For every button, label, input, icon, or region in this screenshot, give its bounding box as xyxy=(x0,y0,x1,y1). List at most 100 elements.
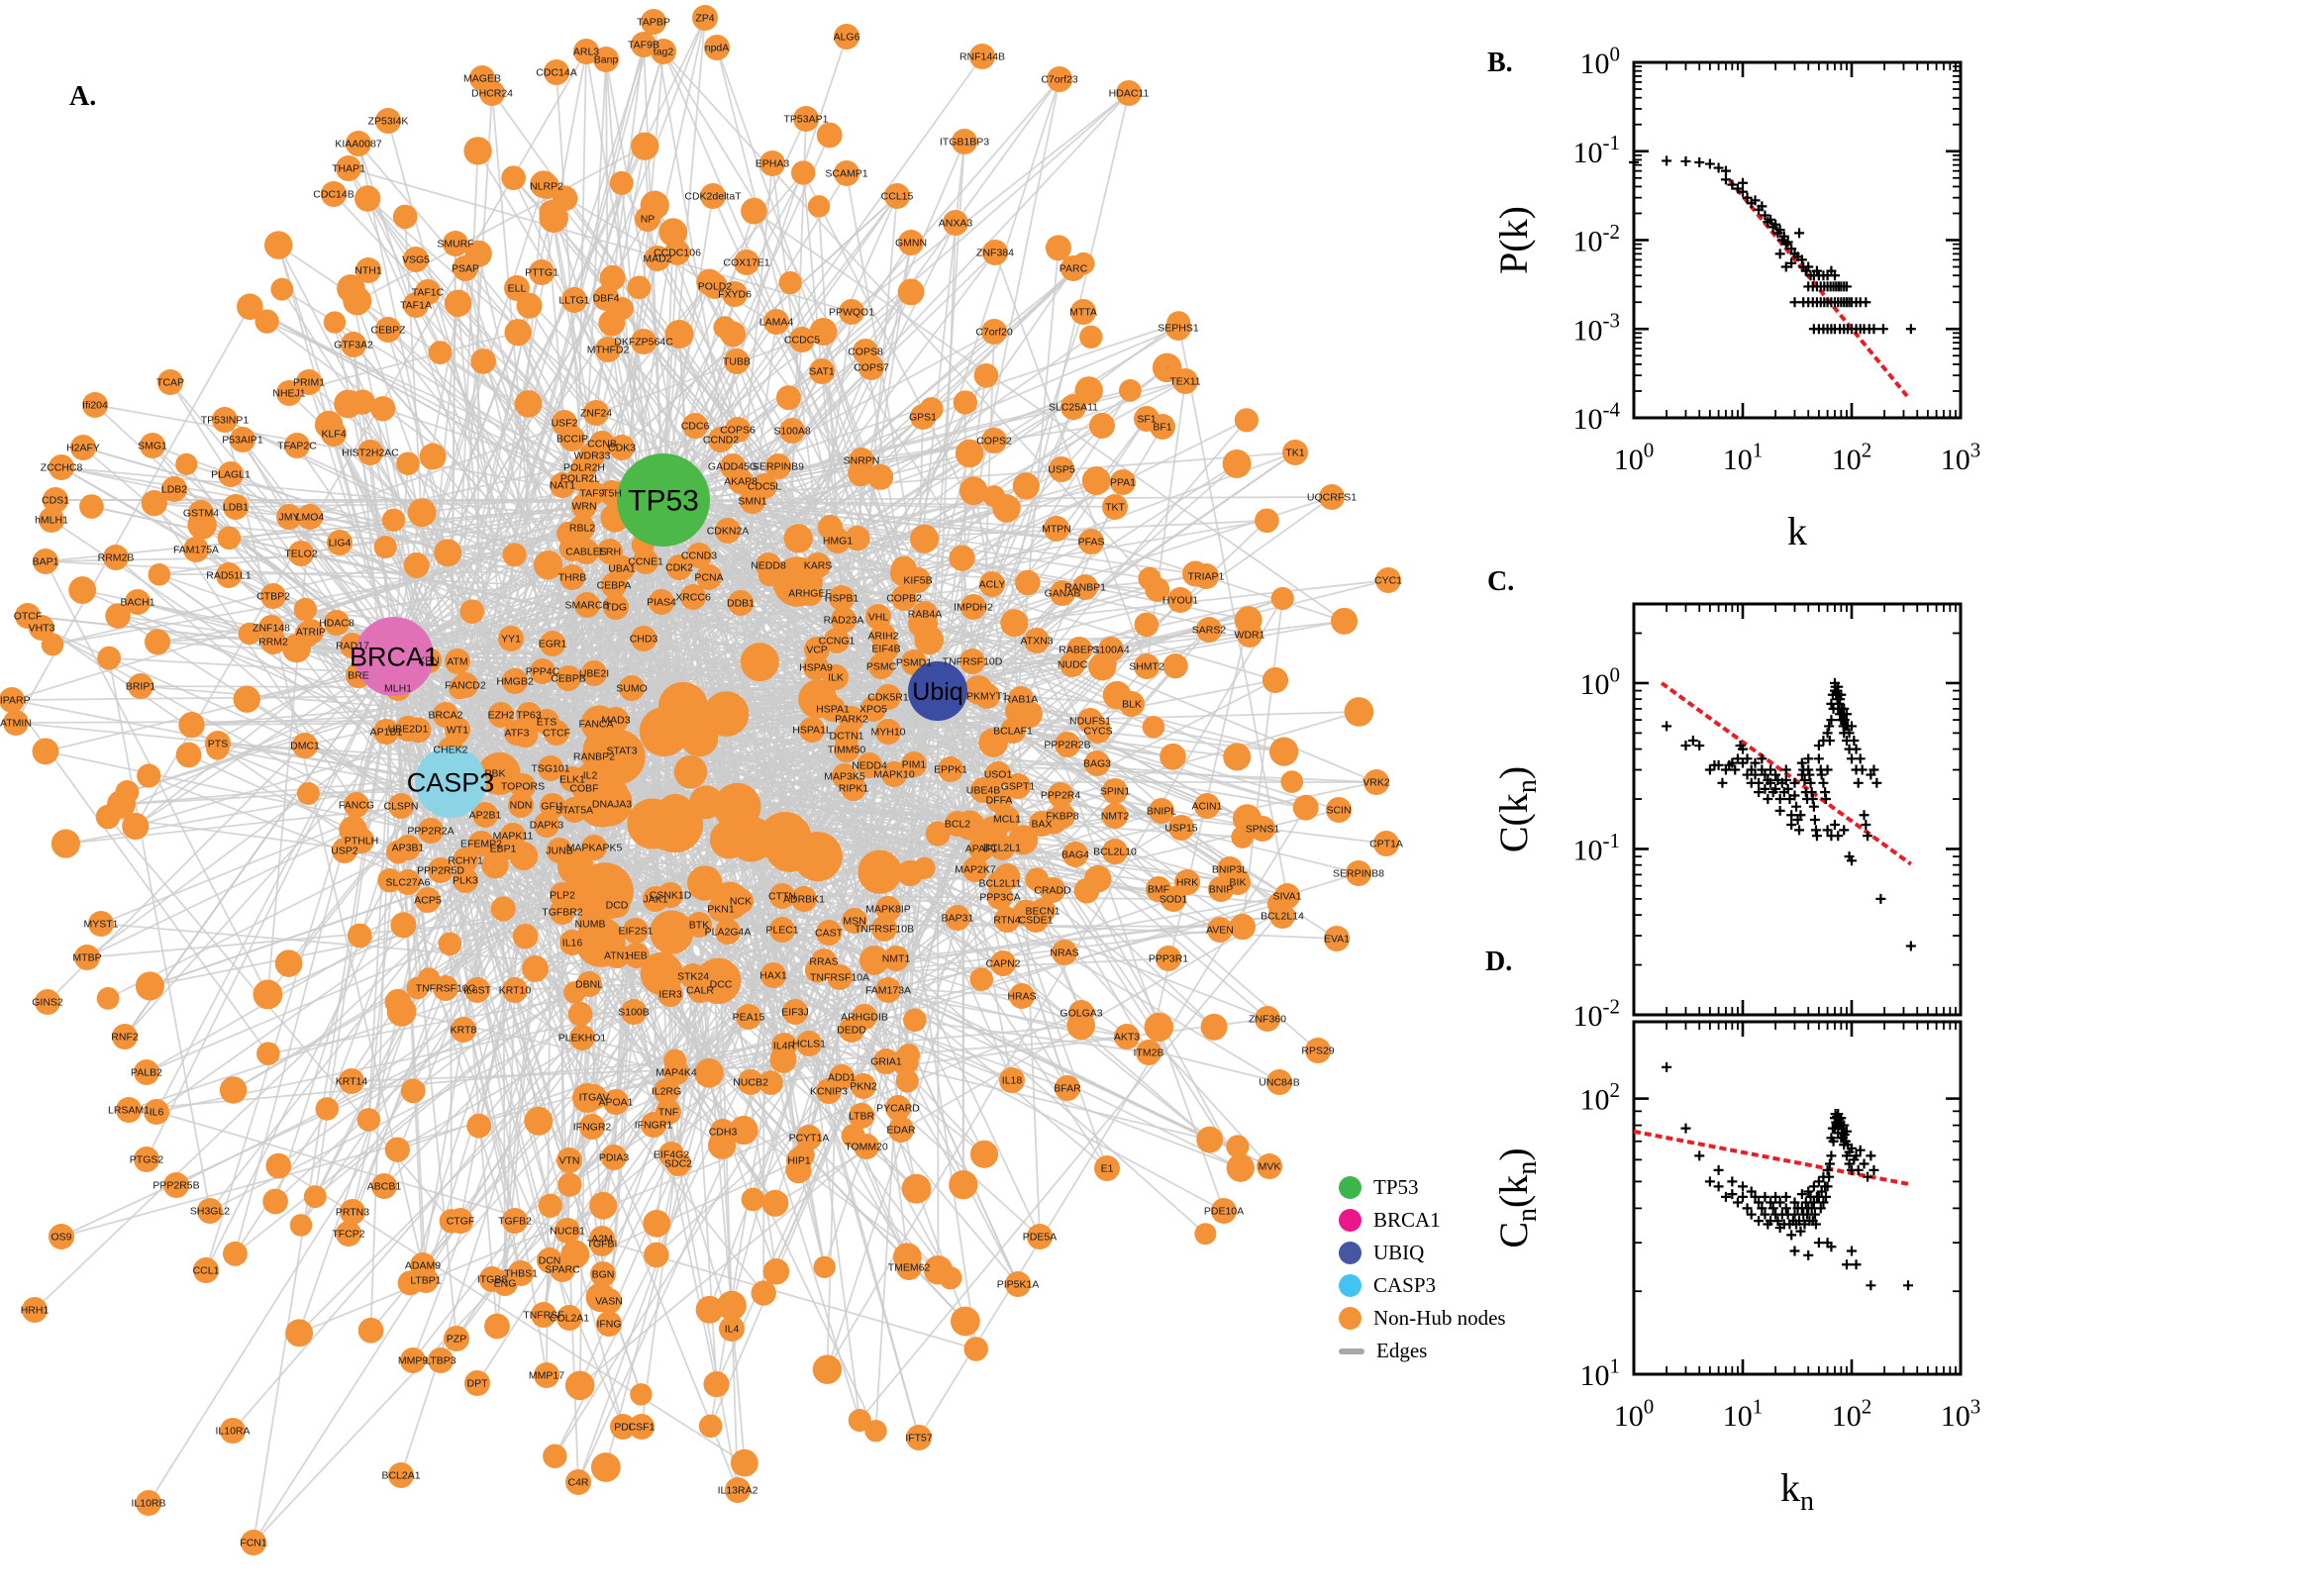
network-node xyxy=(112,1024,138,1049)
network-node xyxy=(403,292,429,318)
network-node xyxy=(740,488,765,514)
svg-text:103: 103 xyxy=(1941,1394,1981,1433)
network-node xyxy=(595,337,621,362)
network-node xyxy=(260,583,286,609)
network-node xyxy=(543,1444,567,1468)
svg-text:101: 101 xyxy=(1723,438,1764,476)
network-node xyxy=(969,44,995,69)
svg-text:101: 101 xyxy=(1723,1394,1764,1433)
network-node xyxy=(686,543,712,568)
network-node xyxy=(700,183,726,209)
network-node xyxy=(953,390,978,415)
network-node xyxy=(981,428,1007,453)
network-node xyxy=(490,896,516,922)
network-node xyxy=(1292,794,1319,821)
network-node xyxy=(949,545,975,571)
network-node xyxy=(644,1242,669,1268)
network-node xyxy=(565,1469,591,1495)
network-node xyxy=(418,818,444,844)
edge-swatch-icon xyxy=(1339,1347,1364,1354)
network-node xyxy=(567,1001,593,1027)
network-node xyxy=(260,629,286,654)
network-node xyxy=(1005,1271,1031,1297)
legend-item-casp3: CASP3 xyxy=(1339,1269,1506,1302)
network-node xyxy=(610,1414,636,1440)
network-node xyxy=(640,951,684,996)
network-node xyxy=(375,317,401,343)
network-node xyxy=(538,755,563,781)
network-node xyxy=(978,816,1008,846)
network-node xyxy=(643,886,668,912)
network-node xyxy=(897,278,925,306)
network-node xyxy=(284,433,310,458)
network-node xyxy=(851,1073,876,1099)
network-node xyxy=(289,1214,313,1237)
network-node xyxy=(390,912,417,939)
network-node xyxy=(769,917,795,943)
legend-item-ubiq: UBIQ xyxy=(1339,1237,1506,1269)
network-node xyxy=(49,454,74,480)
network-node xyxy=(134,1147,159,1172)
network-node xyxy=(571,493,597,519)
network-node xyxy=(448,676,471,700)
network-node xyxy=(1211,1198,1237,1224)
node-swatch-icon xyxy=(1339,1176,1362,1199)
network-node xyxy=(885,1095,911,1121)
network-node xyxy=(41,633,64,656)
network-node xyxy=(175,452,198,476)
network-node xyxy=(233,685,260,713)
network-node xyxy=(580,705,618,743)
network-node xyxy=(834,737,859,762)
network-node xyxy=(1262,666,1289,694)
legend-label: BRCA1 xyxy=(1373,1208,1441,1232)
network-node xyxy=(804,957,831,983)
network-node xyxy=(601,572,627,598)
network-node xyxy=(428,857,454,883)
svg-text:10-3: 10-3 xyxy=(1573,309,1621,348)
network-node xyxy=(1027,1224,1053,1249)
network-node xyxy=(484,1313,510,1340)
network-node xyxy=(1072,574,1098,600)
node-swatch-icon xyxy=(1339,1209,1362,1232)
network-node xyxy=(141,490,167,517)
network-node xyxy=(288,541,314,566)
network-node xyxy=(775,385,801,411)
legend-item-brca1: BRCA1 xyxy=(1339,1204,1506,1237)
svg-text:102: 102 xyxy=(1832,1394,1872,1433)
network-node xyxy=(631,329,656,354)
network-node xyxy=(803,654,829,680)
data-points xyxy=(1629,155,1916,335)
svg-text:k: k xyxy=(1787,509,1807,553)
network-node xyxy=(793,106,819,132)
svg-text:P(k): P(k) xyxy=(1491,206,1536,274)
svg-text:10-2: 10-2 xyxy=(1573,994,1621,1033)
network-node xyxy=(596,1311,622,1337)
network-node xyxy=(49,1224,74,1249)
network-node xyxy=(857,752,882,778)
network-node xyxy=(556,1305,582,1331)
network-node xyxy=(673,754,708,789)
network-node xyxy=(751,1280,776,1306)
network-node xyxy=(1079,325,1103,349)
network-node xyxy=(1045,235,1071,261)
legend-item-edges: Edges xyxy=(1339,1335,1506,1367)
network-node xyxy=(136,1490,161,1516)
network-node xyxy=(444,1326,469,1351)
network-node xyxy=(22,1297,48,1323)
network-node xyxy=(717,1290,747,1321)
network-node xyxy=(969,1140,999,1168)
legend: TP53 BRCA1 UBIQ CASP3 Non-Hub nodes Edges xyxy=(1339,1171,1506,1367)
legend-label: Edges xyxy=(1376,1339,1428,1362)
network-node xyxy=(696,268,723,295)
network-node xyxy=(955,439,984,468)
svg-text:102: 102 xyxy=(1580,1078,1621,1117)
network-node xyxy=(834,160,859,186)
network-node xyxy=(827,964,853,990)
network-node xyxy=(603,1089,629,1115)
network-node xyxy=(1232,804,1262,834)
network-node xyxy=(1118,378,1142,402)
network-node xyxy=(898,230,924,255)
network-node xyxy=(1074,376,1103,405)
panel-c-plot: 100 10-1 10-2 C(kn) xyxy=(1491,602,1963,1033)
network-node xyxy=(216,562,242,588)
